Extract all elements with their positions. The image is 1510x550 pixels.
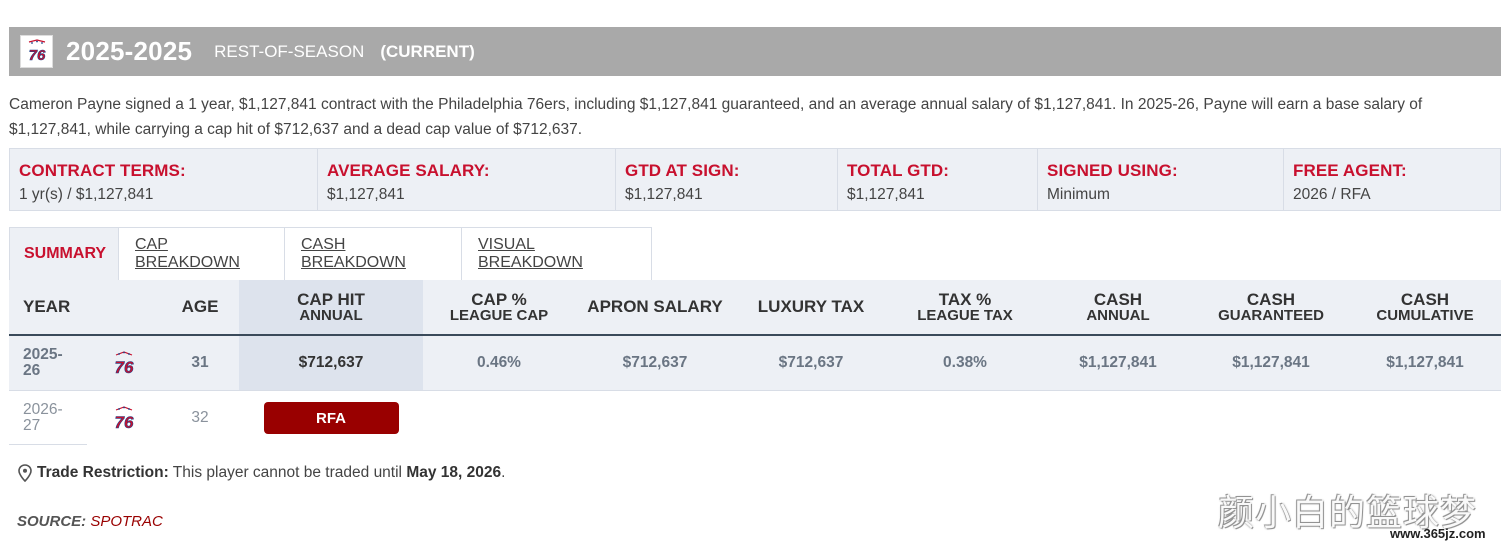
col-cash-annual-l2: ANNUAL bbox=[1086, 306, 1150, 324]
tag-icon bbox=[17, 464, 33, 482]
76ers-logo-icon: 76 bbox=[104, 336, 144, 390]
age-cell: 31 bbox=[191, 354, 209, 371]
rfa-badge: RFA bbox=[263, 402, 399, 434]
source-label: SOURCE: bbox=[17, 513, 87, 530]
term-average-salary: AVERAGE SALARY: $1,127,841 bbox=[318, 149, 616, 210]
term-signed-using: SIGNED USING: Minimum bbox=[1038, 149, 1284, 210]
watermark-url: www.365jz.com bbox=[1390, 526, 1486, 541]
luxury-tax-cell: $712,637 bbox=[778, 354, 844, 371]
col-cap-hit-l2: ANNUAL bbox=[299, 306, 363, 324]
term-gtd-at-sign: GTD AT SIGN: $1,127,841 bbox=[616, 149, 838, 210]
col-cash-annual: CASH ANNUAL bbox=[1043, 280, 1193, 334]
divider bbox=[9, 444, 87, 445]
breakdown-tabs: SUMMARY CAP BREAKDOWN CASH BREAKDOWN VIS… bbox=[9, 227, 652, 280]
table-row: 2025- 26 76 31 $712,637 0.46% $712,637 $… bbox=[9, 336, 1501, 391]
tab-cash-breakdown[interactable]: CASH BREAKDOWN bbox=[285, 228, 462, 280]
year-end: 26 bbox=[23, 362, 41, 379]
tab-cap-breakdown[interactable]: CAP BREAKDOWN bbox=[119, 228, 285, 280]
cap-pct-cell: 0.46% bbox=[477, 354, 521, 371]
col-year: YEAR bbox=[23, 297, 71, 316]
contract-table-header: YEAR AGE CAP HIT ANNUAL CAP % LEAGUE CAP… bbox=[9, 280, 1501, 336]
trade-restriction: Trade Restriction: This player cannot be… bbox=[17, 464, 505, 482]
cap-hit-cell: $712,637 bbox=[239, 336, 423, 390]
col-tax-pct: TAX % LEAGUE TAX bbox=[887, 280, 1043, 334]
trade-restriction-date: May 18, 2026 bbox=[406, 464, 502, 481]
term-value: $1,127,841 bbox=[625, 186, 703, 203]
76ers-logo-icon: 76 bbox=[20, 35, 53, 68]
trade-restriction-end: . bbox=[501, 464, 506, 481]
term-value: 2026 / RFA bbox=[1293, 186, 1371, 203]
col-cap-pct: CAP % LEAGUE CAP bbox=[423, 280, 575, 334]
term-label: CONTRACT TERMS: bbox=[19, 161, 186, 180]
source-link[interactable]: SPOTRAC bbox=[90, 513, 163, 530]
cash-guaranteed-cell: $1,127,841 bbox=[1232, 354, 1310, 371]
source-line: SOURCE: SPOTRAC bbox=[17, 513, 163, 530]
year-start: 2026- bbox=[23, 401, 63, 418]
tax-pct-cell: 0.38% bbox=[943, 354, 987, 371]
season-title: 2025-2025 bbox=[66, 36, 193, 66]
col-cap-hit: CAP HIT ANNUAL bbox=[239, 280, 423, 334]
col-cash-gtd-l2: GUARANTEED bbox=[1218, 306, 1324, 324]
term-value: Minimum bbox=[1047, 186, 1110, 203]
col-cash-cum-l2: CUMULATIVE bbox=[1376, 306, 1474, 324]
col-cap-hit-l1: CAP HIT bbox=[297, 289, 365, 309]
term-label: SIGNED USING: bbox=[1047, 161, 1178, 180]
col-tax-pct-l2: LEAGUE TAX bbox=[917, 306, 1013, 324]
year-start: 2025- bbox=[23, 346, 63, 363]
year-end: 27 bbox=[23, 417, 41, 434]
col-cash-guaranteed: CASH GUARANTEED bbox=[1193, 280, 1349, 334]
col-cash-cumulative: CASH CUMULATIVE bbox=[1349, 280, 1501, 334]
tab-visual-breakdown[interactable]: VISUAL BREAKDOWN bbox=[462, 228, 651, 280]
col-apron-salary: APRON SALARY bbox=[587, 297, 723, 316]
year-cell: 2025- 26 bbox=[9, 336, 99, 390]
term-contract: CONTRACT TERMS: 1 yr(s) / $1,127,841 bbox=[10, 149, 318, 210]
svg-text:76: 76 bbox=[115, 413, 134, 432]
term-value: $1,127,841 bbox=[327, 186, 405, 203]
term-value: 1 yr(s) / $1,127,841 bbox=[19, 186, 154, 203]
season-header: 76 2025-2025 REST-OF-SEASON (CURRENT) bbox=[9, 27, 1501, 76]
year-cell: 2026- 27 bbox=[9, 391, 99, 445]
col-cap-pct-l1: CAP % bbox=[471, 289, 527, 309]
age-cell: 32 bbox=[191, 409, 209, 426]
svg-text:76: 76 bbox=[28, 47, 45, 64]
watermark-text: 颜小白的篮球梦 bbox=[1218, 493, 1478, 534]
term-total-gtd: TOTAL GTD: $1,127,841 bbox=[838, 149, 1038, 210]
term-label: GTD AT SIGN: bbox=[625, 161, 740, 180]
col-cash-gtd-l1: CASH bbox=[1246, 289, 1296, 309]
tab-summary[interactable]: SUMMARY bbox=[10, 228, 119, 280]
term-value: $1,127,841 bbox=[847, 186, 925, 203]
col-cash-annual-l1: CASH bbox=[1093, 289, 1143, 309]
term-label: TOTAL GTD: bbox=[847, 161, 950, 180]
col-age: AGE bbox=[181, 297, 219, 316]
trade-restriction-label: Trade Restriction: bbox=[37, 464, 169, 481]
term-free-agent: FREE AGENT: 2026 / RFA bbox=[1284, 149, 1500, 210]
col-cash-cum-l1: CASH bbox=[1400, 289, 1450, 309]
term-label: FREE AGENT: bbox=[1293, 161, 1407, 180]
contract-terms-bar: CONTRACT TERMS: 1 yr(s) / $1,127,841 AVE… bbox=[9, 148, 1501, 211]
table-row: 2026- 27 76 32 RFA bbox=[9, 391, 1501, 445]
term-label: AVERAGE SALARY: bbox=[327, 161, 490, 180]
col-cap-pct-l2: LEAGUE CAP bbox=[449, 306, 549, 324]
76ers-logo-icon: 76 bbox=[104, 391, 144, 445]
trade-restriction-text: This player cannot be traded until bbox=[168, 464, 407, 481]
season-subtitle: REST-OF-SEASON bbox=[214, 41, 365, 61]
contract-summary: Cameron Payne signed a 1 year, $1,127,84… bbox=[9, 96, 1423, 138]
cash-annual-cell: $1,127,841 bbox=[1079, 354, 1157, 371]
rfa-badge-cell: RFA bbox=[239, 391, 423, 445]
apron-salary-cell: $712,637 bbox=[622, 354, 688, 371]
season-current-label: (CURRENT) bbox=[380, 41, 475, 61]
cash-cumulative-cell: $1,127,841 bbox=[1386, 354, 1464, 371]
svg-text:76: 76 bbox=[115, 358, 134, 377]
col-luxury-tax: LUXURY TAX bbox=[757, 297, 865, 316]
col-tax-pct-l1: TAX % bbox=[938, 289, 992, 309]
